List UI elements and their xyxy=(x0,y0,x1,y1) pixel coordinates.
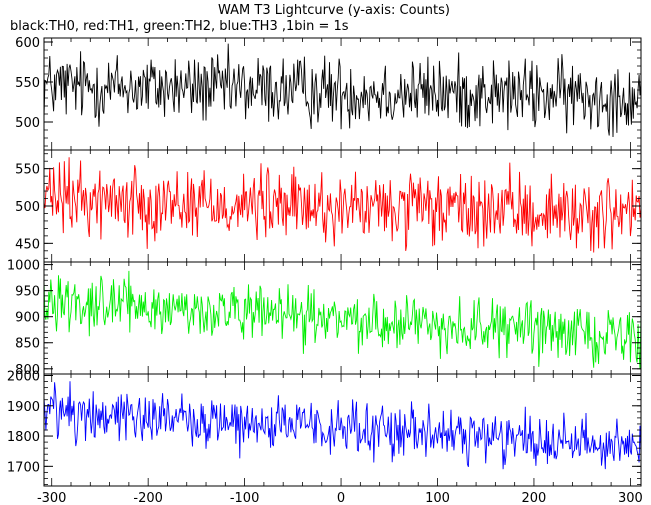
series-th1 xyxy=(44,157,641,253)
y-tick-label: 450 xyxy=(15,237,40,252)
x-axis: -300 -200 -100 0 100 200 300 xyxy=(37,491,643,505)
y-tick-label: 900 xyxy=(15,311,40,326)
x-tick-label: -300 xyxy=(37,491,67,505)
x-tick-label: 300 xyxy=(618,491,643,505)
panel-th2: 800 850 900 950 1000 xyxy=(7,259,642,378)
x-tick-label: -200 xyxy=(133,491,163,505)
panel-th1: 450 500 550 xyxy=(15,149,642,263)
panels-group: 500 550 600 450 500 550 800 850 900 950 1000 1700 18… xyxy=(7,36,642,487)
x-tick-label: 100 xyxy=(425,491,450,505)
panel-frame xyxy=(43,261,642,375)
y-tick-label: 550 xyxy=(15,163,40,178)
series-th3 xyxy=(44,381,641,470)
y-tick-label: 1900 xyxy=(7,400,40,415)
chart-subtitle: black:TH0, red:TH1, green:TH2, blue:TH3 … xyxy=(10,19,349,34)
chart-title: WAM T3 Lightcurve (y-axis: Counts) xyxy=(218,3,450,18)
x-tick-label: -100 xyxy=(230,491,260,505)
y-tick-label: 500 xyxy=(15,116,40,131)
series-th0 xyxy=(44,43,641,138)
series-th2 xyxy=(44,270,641,370)
y-tick-label: 1000 xyxy=(7,259,40,274)
y-tick-label: 1800 xyxy=(7,430,40,445)
y-tick-label: 2000 xyxy=(7,370,40,385)
y-tick-label: 850 xyxy=(15,337,40,352)
x-tick-label: 200 xyxy=(522,491,547,505)
x-tick-label: 0 xyxy=(337,491,345,505)
y-tick-label: 800 xyxy=(15,363,40,378)
y-tick-label: 600 xyxy=(15,36,40,51)
y-tick-label: 950 xyxy=(15,285,40,300)
y-tick-label: 500 xyxy=(15,200,40,215)
panel-th3: 1700 1800 1900 2000 xyxy=(7,370,642,487)
y-tick-label: 550 xyxy=(15,76,40,91)
panel-th0: 500 550 600 xyxy=(15,36,642,151)
y-tick-label: 1700 xyxy=(7,460,40,475)
